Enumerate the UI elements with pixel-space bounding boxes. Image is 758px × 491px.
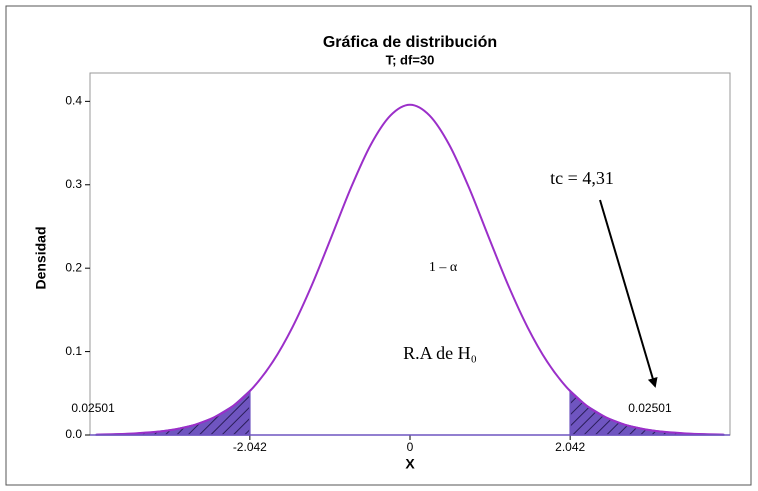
- y-tick-label: 0.1: [65, 344, 82, 358]
- annotation: 1 – α: [429, 260, 458, 275]
- x-tick-label: -2.042: [233, 440, 267, 454]
- x-tick-label: 0: [407, 440, 414, 454]
- outer-border: [5, 5, 752, 486]
- shaded-tail: [95, 388, 251, 436]
- chart-subtitle: T; df=30: [386, 52, 435, 67]
- tail-area-label: 0.02501: [628, 401, 672, 415]
- x-axis-label: X: [405, 456, 415, 472]
- plot-frame: [89, 72, 731, 436]
- y-tick-label: 0.2: [65, 260, 82, 274]
- density-curve: [96, 103, 724, 436]
- y-tick-label: 0.0: [65, 427, 82, 441]
- y-tick-label: 0.3: [65, 177, 82, 191]
- chart-title: Gráfica de distribución: [323, 34, 497, 51]
- annotation: tc = 4,31: [550, 168, 614, 188]
- x-tick-label: 2.042: [555, 440, 585, 454]
- annotation: R.A de H₀: [403, 343, 477, 363]
- y-axis-label: Densidad: [33, 226, 49, 289]
- arrow: [599, 199, 658, 388]
- tail-area-label: 0.02501: [71, 401, 115, 415]
- y-tick-label: 0.4: [65, 94, 82, 108]
